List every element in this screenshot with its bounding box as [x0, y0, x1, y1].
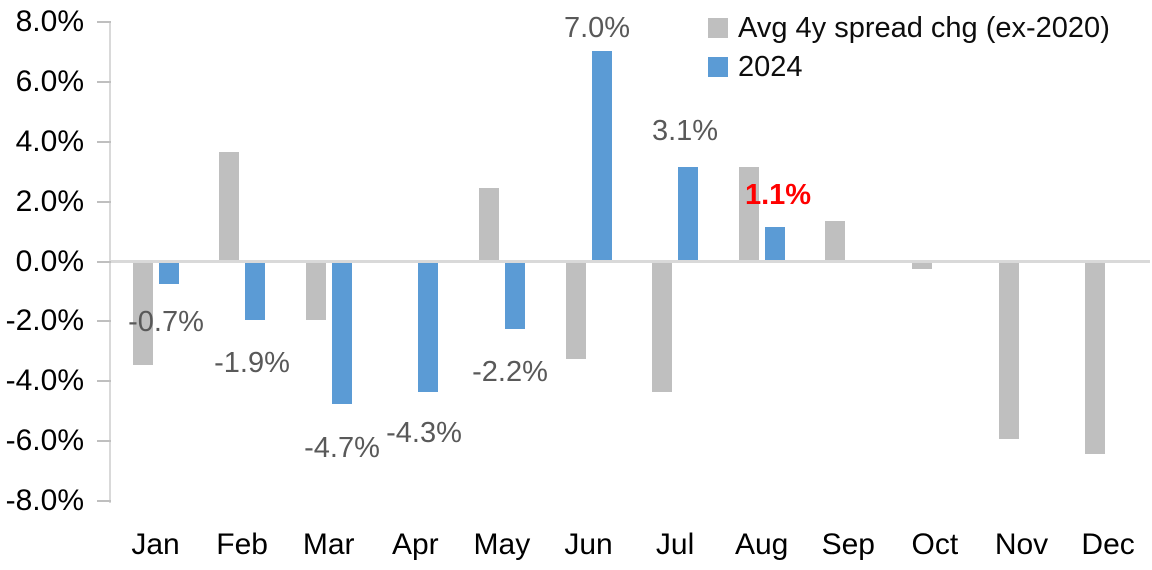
x-axis-label-jun: Jun [564, 528, 613, 561]
data-label: 7.0% [563, 12, 631, 44]
legend-swatch-avg-4y-spread [708, 18, 728, 38]
bar-avg-aug [738, 167, 759, 260]
y-axis-tick [97, 200, 111, 203]
y-axis-label: 6.0% [15, 65, 84, 99]
data-label: -2.2% [472, 356, 548, 388]
y-axis-tick [97, 81, 111, 84]
y-axis-tick [97, 380, 111, 383]
x-axis-label-dec: Dec [1081, 528, 1135, 561]
y-axis-label: -4.0% [5, 364, 84, 398]
bar-2024-mar [331, 263, 352, 404]
bar-2024-apr [418, 263, 439, 392]
y-axis-tick [97, 21, 111, 24]
x-axis-label-jan: Jan [131, 528, 180, 561]
bar-2024-jun [591, 50, 612, 260]
x-axis-label-mar: Mar [302, 528, 355, 561]
legend-label-avg-4y-spread: Avg 4y spread chg (ex-2020) [738, 12, 1110, 44]
y-axis-tick [97, 260, 111, 263]
bar-avg-mar [305, 263, 326, 320]
y-axis-label: -6.0% [5, 423, 84, 457]
bar-avg-oct [911, 263, 932, 269]
data-label: -0.7% [128, 306, 204, 338]
bar-avg-jan [132, 263, 153, 365]
bar-2024-may [504, 263, 525, 329]
bar-2024-jan [158, 263, 179, 284]
y-axis-tick [97, 320, 111, 323]
legend-item-2024: 2024 [708, 51, 1110, 83]
x-axis-label-oct: Oct [911, 528, 959, 561]
x-axis-label-apr: Apr [391, 528, 439, 561]
x-axis-label-jul: Jul [655, 528, 695, 561]
bar-2024-aug [764, 227, 785, 260]
y-axis-label: 8.0% [15, 5, 84, 39]
bar-avg-nov [998, 263, 1019, 440]
bar-avg-may [478, 188, 499, 260]
data-label: 3.1% [651, 115, 719, 147]
bar-avg-dec [1085, 263, 1106, 455]
y-axis-label: 0.0% [15, 244, 84, 278]
legend-item-avg-4y-spread: Avg 4y spread chg (ex-2020) [708, 12, 1110, 44]
x-axis-label-aug: Aug [734, 528, 789, 561]
y-axis-label: 2.0% [15, 184, 84, 218]
bar-avg-jul [652, 263, 673, 392]
y-axis-tick [97, 499, 111, 502]
legend-swatch-2024 [708, 57, 728, 77]
data-label: 1.1% [744, 179, 812, 211]
data-label: -4.3% [386, 417, 462, 449]
x-axis-label-nov: Nov [994, 528, 1049, 561]
x-axis-label-may: May [473, 528, 531, 561]
bar-2024-jul [678, 167, 699, 260]
bar-avg-feb [219, 152, 240, 260]
y-axis-label: -2.0% [5, 304, 84, 338]
bar-avg-jun [565, 263, 586, 359]
x-axis-label-feb: Feb [216, 528, 268, 561]
x-axis-label-sep: Sep [821, 528, 875, 561]
y-axis-tick [97, 439, 111, 442]
bar-2024-feb [245, 263, 266, 320]
y-axis-tick [97, 140, 111, 143]
y-axis-label: 4.0% [15, 124, 84, 158]
y-axis-label: -8.0% [5, 483, 84, 517]
legend-label-2024: 2024 [738, 51, 803, 83]
data-label: -4.7% [304, 432, 380, 464]
data-label: -1.9% [214, 347, 290, 379]
chart-legend: Avg 4y spread chg (ex-2020) 2024 [708, 12, 1110, 83]
zero-line [109, 260, 1150, 263]
bar-avg-sep [825, 221, 846, 260]
